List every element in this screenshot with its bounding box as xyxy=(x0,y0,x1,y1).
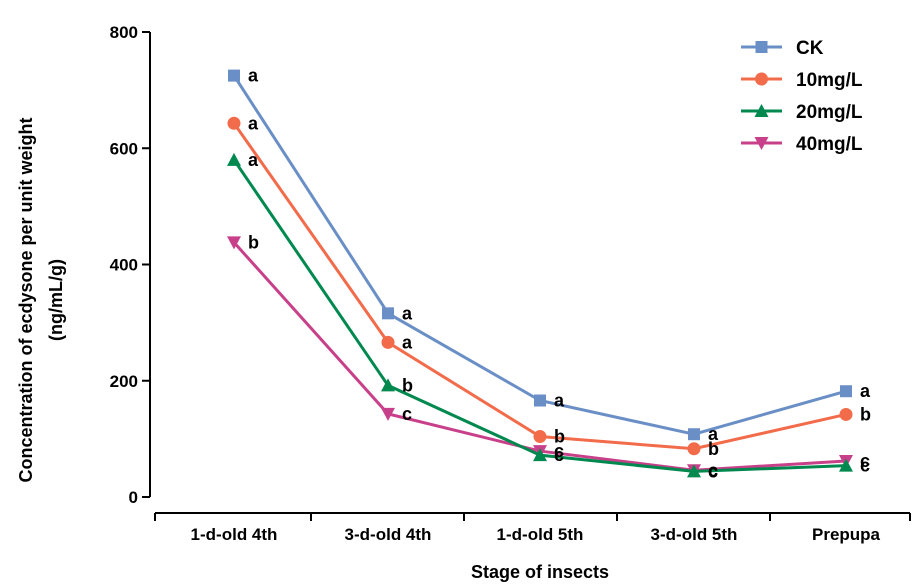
significance-label: b xyxy=(248,232,259,252)
y-axis-title-line1: Concentration of ecdysone per unit weigh… xyxy=(16,117,36,482)
y-tick-label: 0 xyxy=(129,488,138,507)
data-point xyxy=(688,428,700,441)
legend-marker xyxy=(754,137,769,150)
significance-label: b xyxy=(860,404,871,424)
legend-marker xyxy=(755,72,768,86)
y-tick-label: 400 xyxy=(110,256,138,275)
significance-label: b xyxy=(554,427,565,447)
significance-label: c xyxy=(860,451,870,471)
significance-label: c xyxy=(554,441,564,461)
data-point xyxy=(381,378,395,392)
legend-marker xyxy=(755,41,768,53)
data-point xyxy=(228,69,240,82)
series-2 xyxy=(227,152,853,478)
y-axis-title-line2: (ng/mL/g) xyxy=(46,259,66,341)
legend: CK 10mg/L 20mg/L 40mg/L xyxy=(741,38,863,155)
legend-label: 10mg/L xyxy=(796,70,863,91)
significance-label: a xyxy=(708,424,719,444)
data-point xyxy=(381,335,395,349)
axes: 0 200 400 600 800 1-d-old 4th 3-d-old 4th 1-d-o… xyxy=(110,23,911,544)
legend-label: 40mg/L xyxy=(796,134,863,155)
series-1 xyxy=(227,116,853,456)
data-point xyxy=(227,236,241,250)
data-point xyxy=(533,430,547,444)
y-tick-label: 800 xyxy=(110,23,138,42)
x-axis-title: Stage of insects xyxy=(471,562,609,582)
legend-item: 10mg/L xyxy=(741,70,863,91)
significance-label: c xyxy=(860,456,870,476)
legend-item: 20mg/L xyxy=(741,102,863,123)
significance-label: c xyxy=(708,460,718,480)
significance-label: a xyxy=(402,332,413,352)
series-line xyxy=(232,159,847,473)
significance-label: a xyxy=(860,381,871,401)
data-point xyxy=(687,464,701,478)
legend-label: 20mg/L xyxy=(796,102,863,123)
data-point xyxy=(534,394,546,407)
data-point xyxy=(227,152,241,166)
x-tick-label: 1-d-old 4th xyxy=(191,525,278,544)
x-tick-label: 3-d-old 5th xyxy=(651,525,738,544)
legend-item: 40mg/L xyxy=(741,134,863,155)
x-tick-label: 1-d-old 5th xyxy=(497,525,584,544)
data-point xyxy=(227,116,241,130)
legend-item: CK xyxy=(741,38,824,59)
x-tick-label: 3-d-old 4th xyxy=(345,525,432,544)
legend-label: CK xyxy=(796,38,824,59)
data-point xyxy=(382,307,394,320)
data-point xyxy=(533,448,547,462)
x-tick-label: Prepupa xyxy=(812,525,881,544)
data-point xyxy=(687,442,701,456)
legend-marker xyxy=(754,104,769,117)
data-point xyxy=(381,407,395,421)
significance-label: b xyxy=(708,439,719,459)
significance-label: b xyxy=(402,375,413,395)
data-point xyxy=(839,458,853,472)
significance-label: c xyxy=(402,404,412,424)
y-tick-label: 600 xyxy=(110,139,138,158)
significance-label: a xyxy=(248,150,259,170)
significance-label: a xyxy=(248,113,259,133)
significance-label: a xyxy=(248,66,259,86)
significance-label: a xyxy=(554,391,565,411)
data-point xyxy=(839,407,853,421)
significance-label: c xyxy=(554,445,564,465)
y-tick-label: 200 xyxy=(110,372,138,391)
significance-label: c xyxy=(708,461,718,481)
series-0 xyxy=(228,69,852,441)
significance-label: a xyxy=(402,303,413,323)
data-point xyxy=(840,385,852,398)
